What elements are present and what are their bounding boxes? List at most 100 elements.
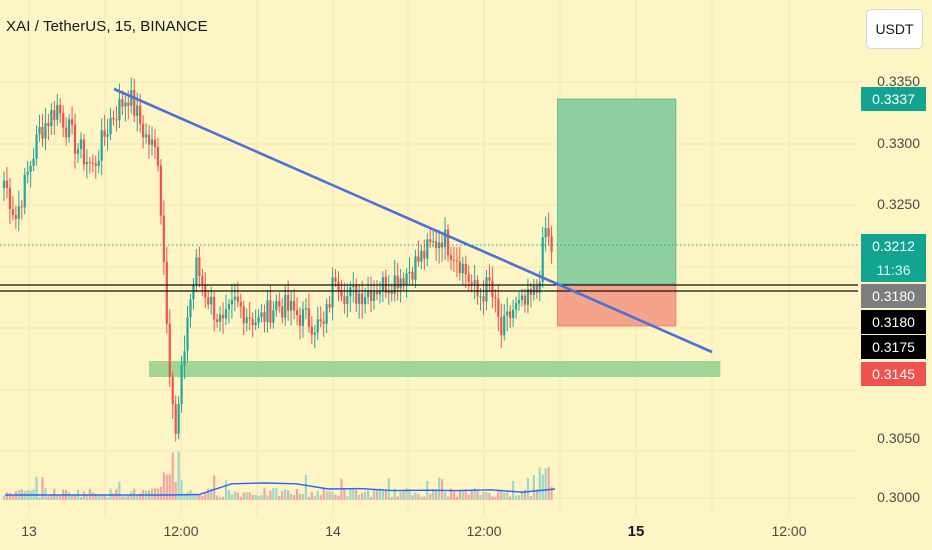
candle-body [41, 126, 44, 139]
candle-body [233, 296, 236, 300]
volume-bar [420, 496, 423, 500]
volume-bar [106, 496, 109, 500]
volume-bar [346, 496, 349, 500]
candle-body [56, 104, 59, 120]
volume-bar [358, 494, 361, 500]
volume-bar [124, 496, 127, 500]
volume-bar [216, 495, 219, 500]
volume-bar [56, 495, 59, 500]
candle-body [488, 277, 491, 281]
candle-body [79, 139, 83, 150]
x-tick-label: 12:00 [163, 523, 198, 539]
candle-body [482, 296, 485, 302]
candle-body [269, 300, 272, 323]
candle-body [266, 300, 269, 323]
volume-bar [186, 492, 189, 500]
candle-body [352, 285, 355, 288]
volume-bar [165, 474, 168, 500]
volume-bar [248, 492, 251, 500]
candle-body [497, 298, 500, 318]
candle-body [544, 228, 547, 238]
volume-bar [159, 486, 162, 500]
candle-body [73, 124, 77, 154]
candle-body [349, 287, 352, 297]
candle-body [375, 291, 379, 295]
candle-body [467, 274, 470, 283]
candle-body [331, 277, 334, 308]
candle-body [85, 162, 88, 165]
candle-body [538, 282, 541, 293]
candle-body [381, 277, 384, 292]
candle-body [186, 317, 189, 352]
candle-body [295, 310, 299, 315]
candle-body [346, 296, 349, 305]
candle-body [372, 291, 376, 301]
volume-bar [476, 490, 479, 500]
volume-bar [281, 490, 284, 500]
candle-body [100, 130, 103, 161]
volume-bar [396, 496, 399, 500]
volume-bar [91, 492, 94, 500]
candle-body [147, 134, 151, 145]
volume-bar [547, 466, 550, 500]
candle-body [236, 296, 239, 302]
candle-body [195, 257, 198, 285]
volume-bar [337, 495, 340, 500]
candle-body [38, 126, 41, 135]
candle-body [494, 297, 497, 299]
currency-button[interactable]: USDT [866, 9, 923, 49]
candle-body [319, 319, 322, 322]
time-axis[interactable]: 13 12:00 14 12:00 15 12:00 [21, 523, 807, 540]
volume-bar [464, 489, 467, 500]
horizontal-levels [0, 284, 858, 292]
volume-bar [461, 490, 464, 500]
volume-bar [532, 474, 535, 500]
candle-body [284, 294, 287, 318]
volume-bar [5, 492, 9, 500]
volume-bar [455, 496, 458, 500]
candle-body [207, 297, 210, 305]
candle-body [378, 291, 382, 295]
volume-bar [290, 493, 293, 500]
volume-bar [378, 488, 382, 500]
price-axis[interactable]: 0.3350 0.3300 0.3250 0.3050 0.3000 [877, 73, 920, 505]
drawing-zones [149, 98, 721, 377]
volume-bar [349, 488, 352, 500]
candle-body [168, 323, 171, 378]
candle-body [520, 295, 524, 300]
volume-bar [257, 495, 260, 500]
volume-bar [470, 490, 473, 500]
volume-bar [295, 489, 299, 500]
candle-body [159, 165, 162, 216]
level-upper-badge: 0.3180 [861, 284, 926, 308]
volume-bar [266, 495, 269, 500]
candle-body [485, 277, 488, 302]
candle-body [443, 229, 447, 248]
candle-body [62, 113, 65, 128]
candle-body [399, 278, 402, 289]
candle-body [8, 187, 12, 210]
candle-body [26, 171, 29, 175]
candle-body [91, 162, 94, 164]
candle-body [153, 139, 157, 148]
volume-bar [269, 490, 272, 500]
volume-bar [369, 496, 373, 500]
candle-body [310, 326, 313, 335]
candle-body [396, 275, 399, 289]
candle-body [275, 301, 278, 311]
volume-bar [136, 495, 139, 500]
candle-body [210, 296, 213, 305]
descending-trendline[interactable] [113, 87, 713, 354]
volume-bar [304, 474, 308, 500]
volume-bar [366, 490, 370, 500]
candle-body [136, 105, 139, 116]
volume-bar [331, 491, 334, 500]
volume-bar [446, 496, 450, 500]
candle-body [340, 291, 343, 297]
symbol-title[interactable]: XAI / TetherUS, 15, BINANCE [6, 18, 208, 35]
y-tick-label: 0.3300 [877, 135, 920, 151]
candle-body [461, 263, 464, 274]
x-tick-label: 13 [21, 523, 37, 539]
